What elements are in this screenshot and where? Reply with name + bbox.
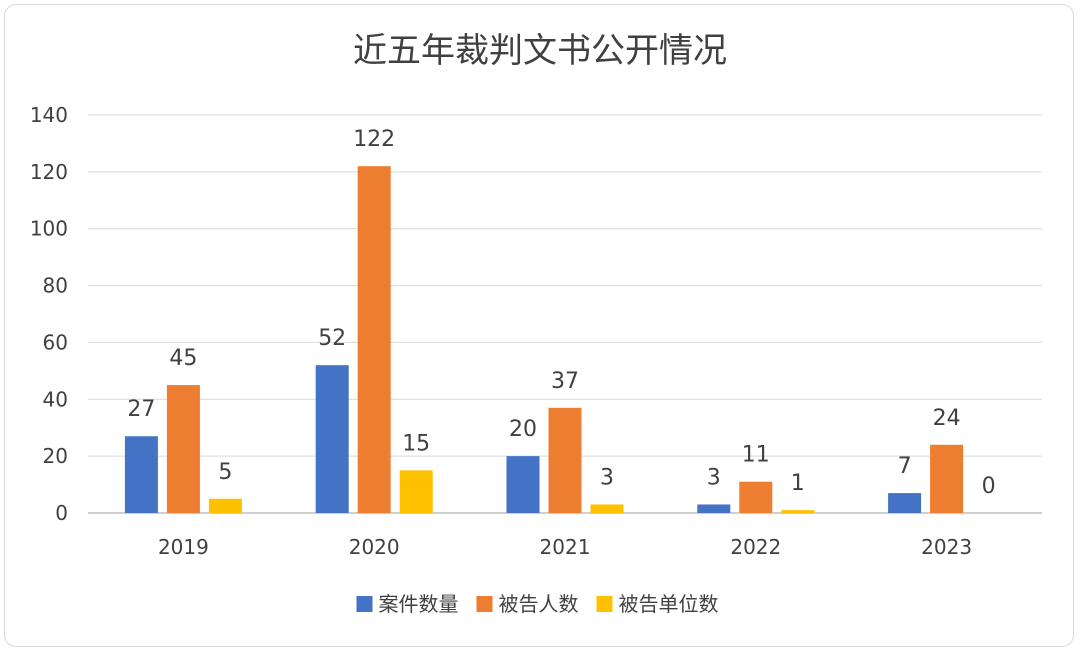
gridlines [88, 114, 1042, 514]
x-tick-label: 2020 [349, 535, 400, 559]
y-tick-label: 100 [30, 217, 68, 241]
data-label: 5 [218, 460, 232, 485]
bar [590, 504, 624, 513]
x-tick-label: 2023 [921, 535, 972, 559]
legend-label: 被告单位数 [619, 592, 719, 616]
bar [697, 504, 731, 513]
bar [357, 166, 391, 513]
y-tick-label: 60 [43, 330, 68, 354]
bar [930, 444, 964, 513]
bar [548, 407, 582, 513]
bar [166, 385, 200, 513]
chart-title: 近五年裁判文书公开情况 [353, 31, 727, 71]
bar [506, 456, 540, 513]
data-label: 0 [982, 474, 996, 499]
data-label: 15 [402, 431, 430, 456]
data-label: 3 [600, 465, 614, 490]
data-label: 24 [933, 406, 961, 431]
x-tick-label: 2019 [158, 535, 209, 559]
data-label: 52 [318, 326, 346, 351]
data-label: 7 [898, 454, 912, 479]
bar [208, 498, 242, 513]
bar [124, 436, 158, 513]
legend-swatch [476, 596, 493, 612]
data-label: 27 [127, 397, 155, 422]
data-label: 1 [791, 471, 805, 496]
legend-swatch [596, 596, 613, 612]
x-axis-ticks: 2019 2020 2021 2022 2023 [158, 535, 972, 559]
y-axis-ticks: 0 20 40 60 80 100 120 140 [30, 103, 68, 525]
y-tick-label: 20 [43, 444, 68, 468]
bars [124, 166, 964, 513]
data-label: 122 [353, 127, 395, 152]
data-label: 11 [742, 443, 770, 468]
legend: 案件数量 被告人数 被告单位数 [356, 592, 719, 616]
y-tick-label: 0 [55, 501, 68, 525]
bar [739, 481, 773, 513]
bar [888, 493, 922, 513]
y-tick-label: 40 [43, 387, 68, 411]
y-tick-label: 120 [30, 160, 68, 184]
chart-frame [4, 4, 1074, 647]
y-tick-label: 80 [43, 274, 68, 298]
legend-label: 被告人数 [499, 592, 579, 616]
data-label: 45 [169, 346, 197, 371]
x-tick-label: 2021 [540, 535, 591, 559]
legend-swatch [356, 596, 373, 612]
x-tick-label: 2022 [730, 535, 781, 559]
bar [399, 470, 433, 513]
data-label: 20 [509, 417, 537, 442]
y-tick-label: 140 [30, 103, 68, 127]
data-label: 37 [551, 369, 579, 394]
bar [315, 365, 349, 513]
legend-label: 案件数量 [379, 592, 459, 616]
data-label: 3 [707, 465, 721, 490]
bar [781, 510, 815, 513]
